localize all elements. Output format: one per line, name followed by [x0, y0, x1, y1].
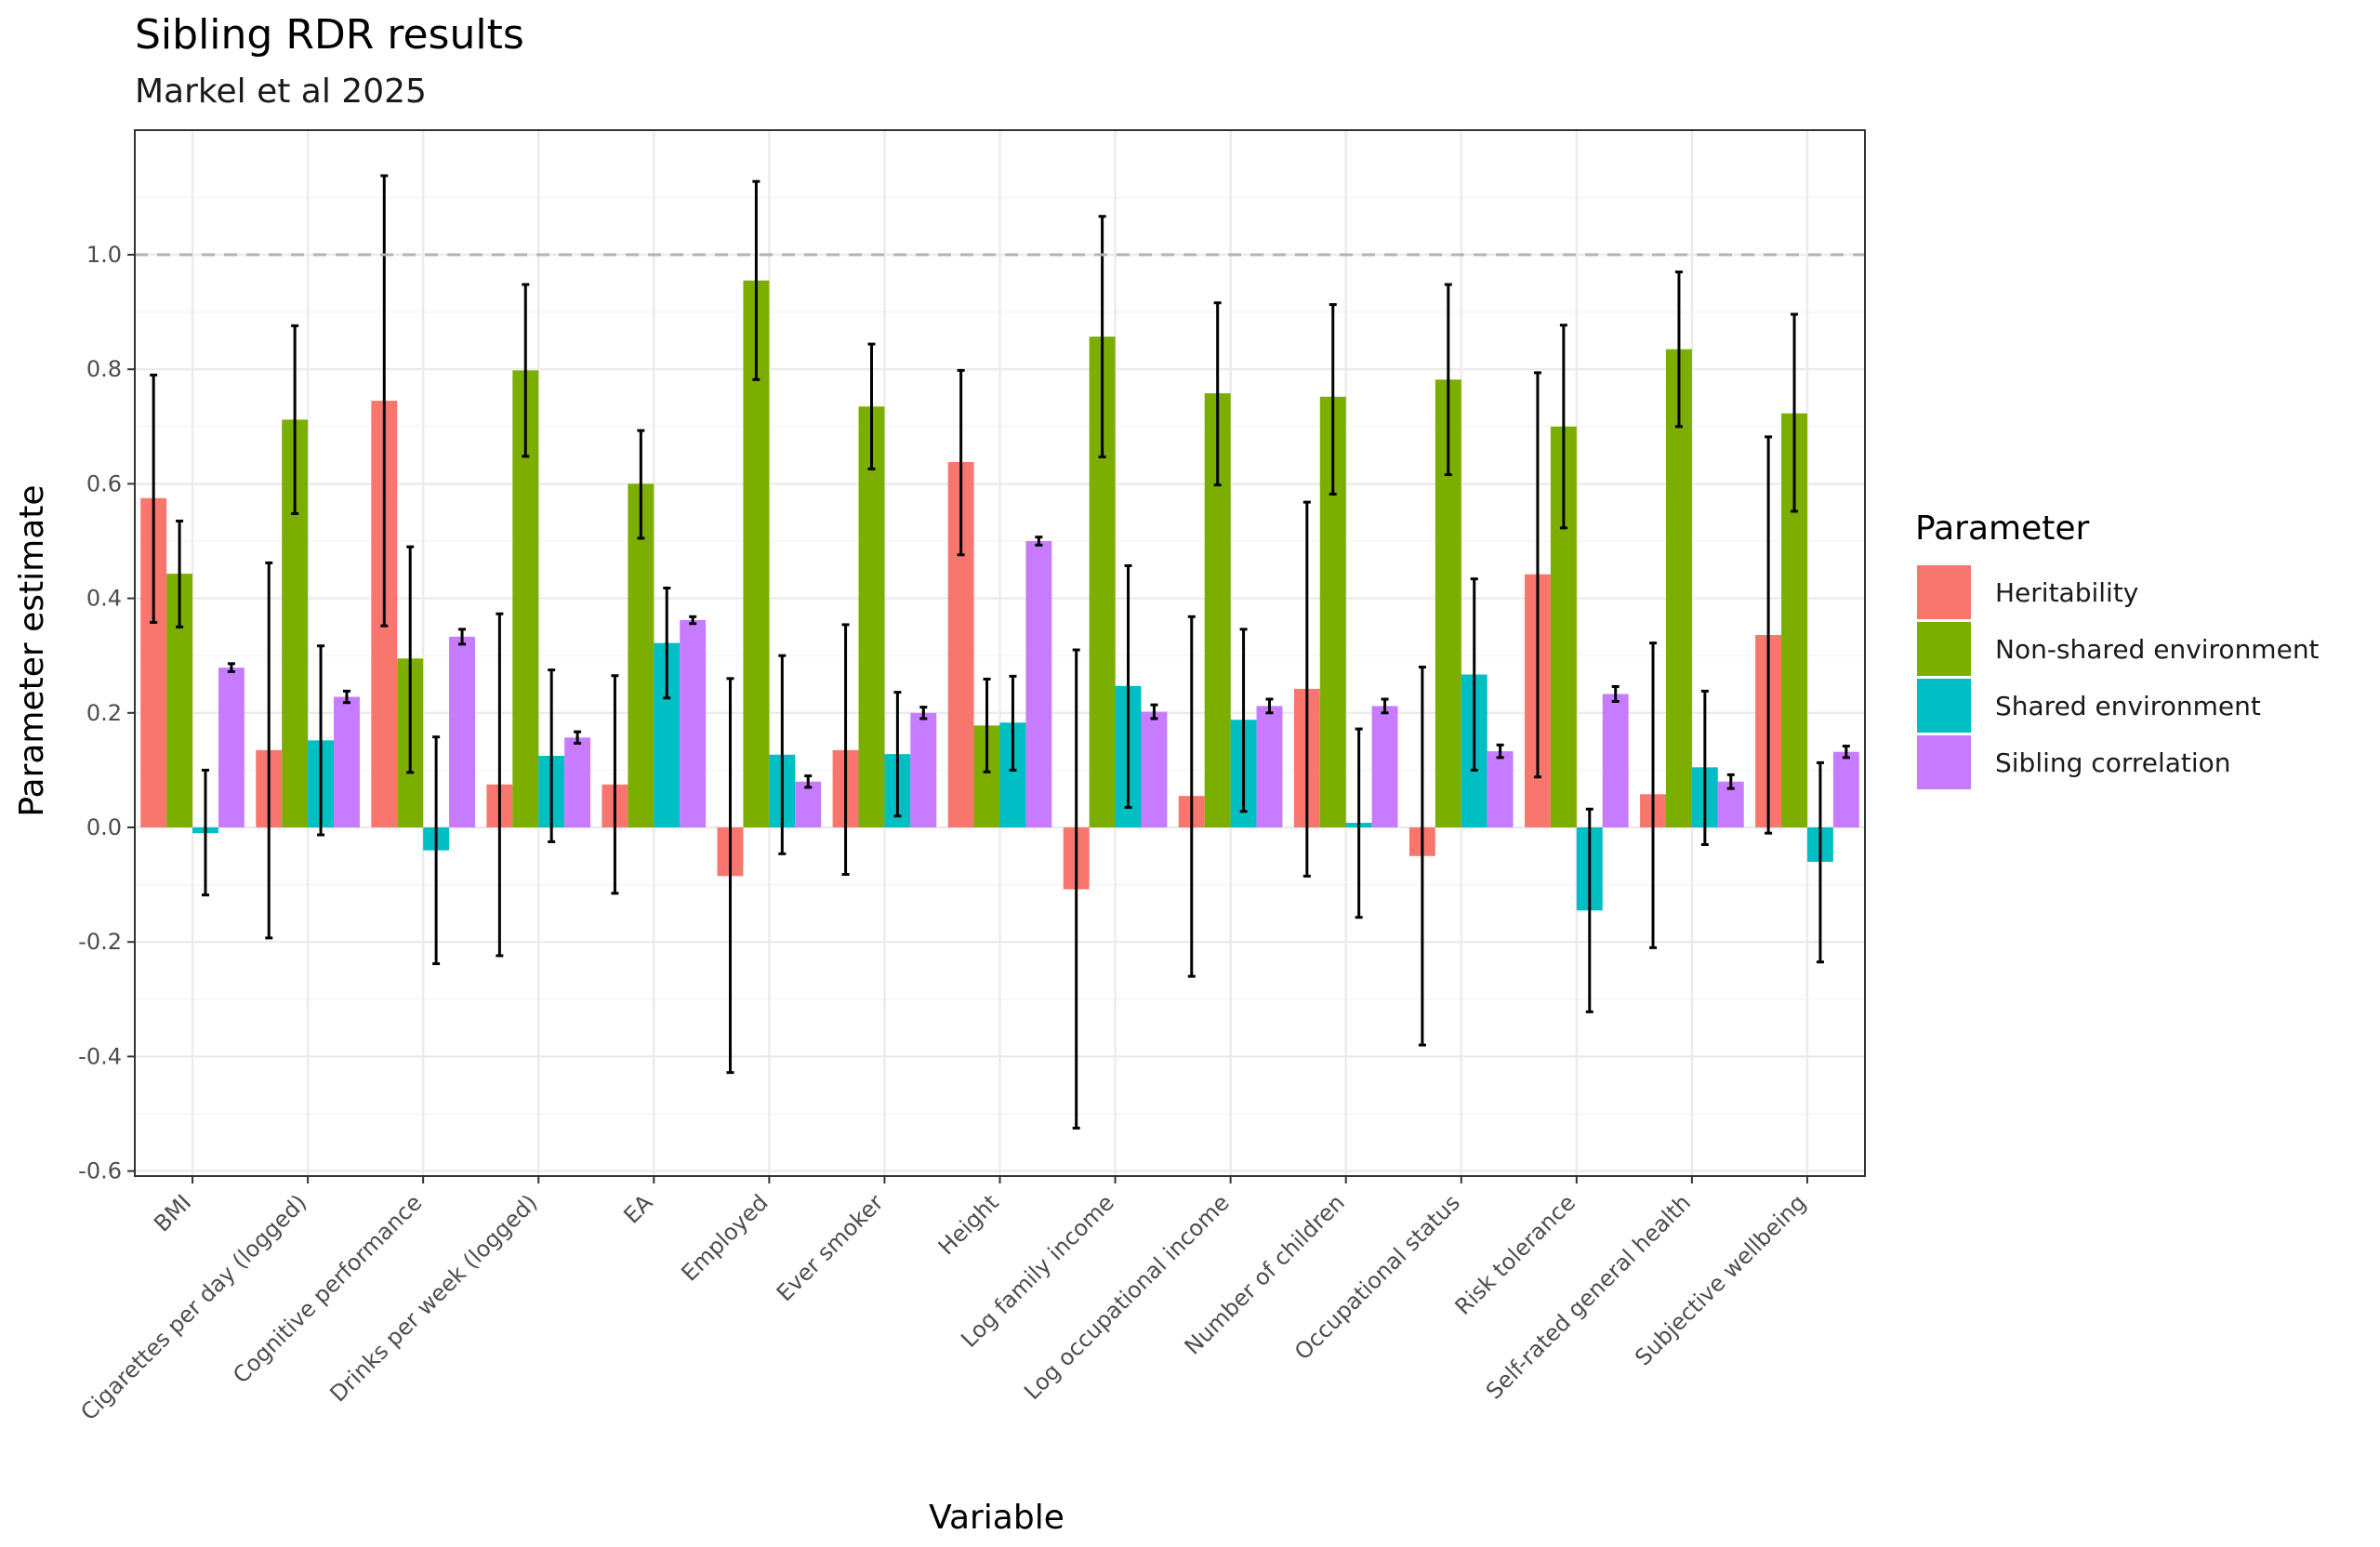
x-tick-label: EA: [618, 1189, 658, 1229]
bar: [218, 668, 245, 827]
y-tick-label: 0.2: [86, 700, 122, 726]
legend-label: Heritability: [1995, 577, 2138, 608]
legend-key: [1917, 622, 1971, 676]
x-tick-label: Self-rated general health: [1481, 1189, 1696, 1404]
x-tick-label: BMI: [149, 1189, 196, 1236]
bar: [1665, 349, 1692, 827]
legend-label: Sibling correlation: [1995, 747, 2231, 778]
bar: [564, 737, 591, 827]
x-tick-label: Height: [933, 1189, 1004, 1260]
legend-key: [1917, 679, 1971, 733]
x-tick-label: Cigarettes per day (logged): [75, 1189, 311, 1425]
legend-key: [1917, 735, 1971, 789]
x-tick-label: Log occupational income: [1019, 1189, 1235, 1405]
bar: [1025, 541, 1052, 827]
bar: [1602, 694, 1629, 827]
bar: [1141, 711, 1168, 827]
x-tick-label: Drinks per week (logged): [324, 1189, 542, 1407]
y-tick-label: 0.6: [86, 470, 122, 496]
y-tick-label: -0.6: [78, 1158, 122, 1184]
bar: [858, 406, 885, 827]
bar: [1371, 706, 1398, 827]
legend-label: Shared environment: [1995, 691, 2261, 721]
bar: [910, 712, 937, 827]
x-axis-title: Variable: [929, 1499, 1064, 1537]
y-tick-label: 0.0: [86, 814, 122, 840]
bar: [1487, 751, 1514, 827]
error-bars: [150, 174, 1850, 1130]
x-tick-label: Risk tolerance: [1450, 1189, 1580, 1319]
y-tick-label: -0.4: [78, 1043, 122, 1069]
y-tick-label: -0.2: [78, 929, 122, 955]
legend-key: [1917, 565, 1971, 619]
bar: [628, 483, 654, 827]
y-axis: -0.6 -0.4 -0.2 0.0 0.2 0.4 0.6 0.8 1.0: [78, 242, 135, 1184]
bar: [795, 781, 822, 827]
y-axis-title: Parameter estimate: [13, 484, 51, 816]
chart-subtitle: Markel et al 2025: [135, 73, 427, 111]
bar: [449, 636, 475, 827]
x-tick-label: Ever smoker: [772, 1189, 889, 1306]
y-tick-label: 0.4: [86, 586, 122, 612]
chart-title: Sibling RDR results: [135, 11, 524, 59]
bar: [334, 696, 360, 827]
x-tick-label: Cognitive performance: [228, 1189, 427, 1388]
legend-title: Parameter: [1915, 509, 2089, 548]
bar: [1256, 706, 1283, 827]
legend: Parameter Heritability Non-shared environ…: [1915, 509, 2320, 789]
bar: [1832, 751, 1859, 827]
bar: [680, 620, 707, 827]
legend-label: Non-shared environment: [1995, 634, 2320, 665]
y-tick-label: 1.0: [86, 242, 122, 268]
x-tick-label: Employed: [676, 1189, 773, 1286]
y-tick-label: 0.8: [86, 356, 122, 382]
